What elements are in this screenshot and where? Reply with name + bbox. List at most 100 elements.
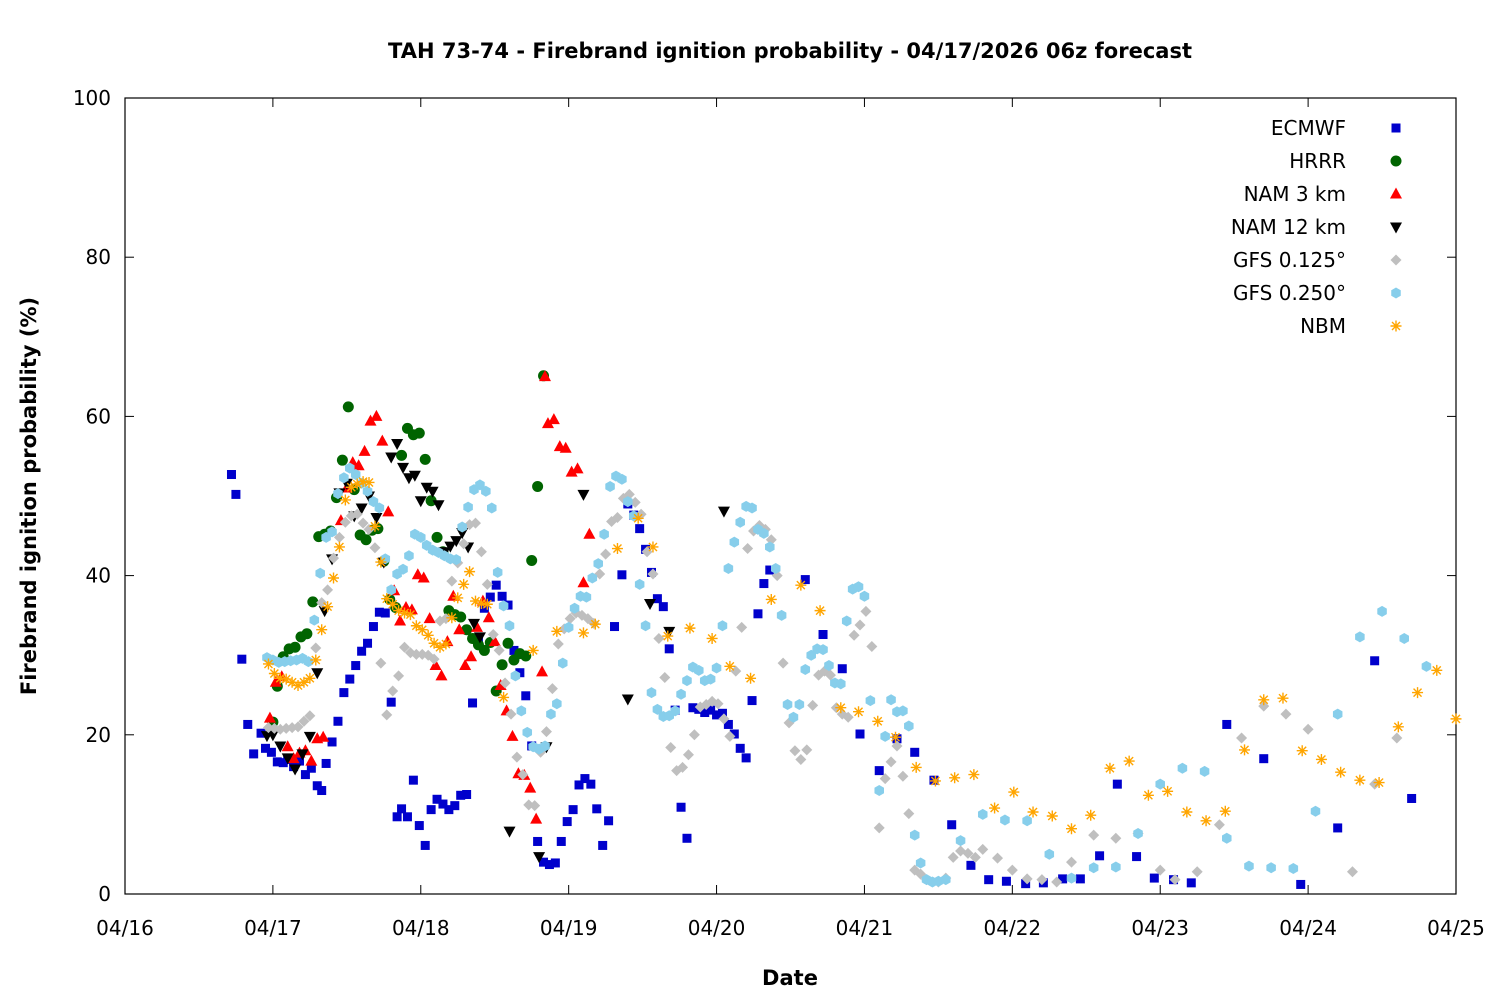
data-point	[1222, 719, 1232, 729]
data-point	[641, 546, 653, 558]
data-point	[1239, 744, 1251, 756]
data-point	[475, 479, 485, 491]
data-point	[1296, 879, 1306, 889]
data-point	[947, 851, 959, 863]
data-point	[268, 668, 280, 680]
data-point	[408, 775, 418, 785]
data-point	[517, 769, 529, 781]
data-point	[1006, 864, 1018, 876]
data-point	[312, 781, 322, 791]
data-point	[360, 534, 372, 546]
data-point	[712, 698, 724, 710]
data-point	[1277, 692, 1289, 704]
data-point	[295, 756, 305, 766]
data-point	[814, 605, 826, 617]
data-point	[581, 591, 592, 603]
data-point	[1354, 774, 1366, 786]
data-point	[1450, 713, 1462, 725]
data-point	[411, 568, 424, 580]
data-point	[1065, 856, 1077, 868]
data-point	[505, 708, 517, 720]
data-point	[647, 541, 659, 553]
data-point	[1001, 876, 1011, 886]
data-point	[853, 706, 865, 718]
data-point	[640, 620, 651, 632]
data-point	[1066, 872, 1077, 884]
data-point	[1104, 762, 1116, 774]
data-point	[339, 494, 351, 506]
data-point	[316, 624, 328, 636]
data-point	[333, 531, 345, 543]
data-point	[385, 452, 398, 464]
data-point	[469, 595, 481, 607]
data-point	[376, 434, 389, 446]
data-point	[1236, 732, 1248, 744]
data-point	[397, 804, 407, 814]
x-tick-label: 04/21	[836, 916, 894, 940]
data-point	[915, 857, 926, 869]
data-point	[1065, 823, 1077, 835]
data-point	[440, 638, 452, 650]
data-point	[322, 601, 334, 613]
data-point	[544, 860, 554, 870]
data-point	[530, 812, 543, 824]
data-point	[835, 702, 847, 714]
series-nam-12-km	[260, 438, 730, 864]
data-point	[292, 679, 304, 691]
data-point	[635, 524, 645, 534]
data-point	[369, 520, 381, 532]
data-point	[984, 875, 994, 885]
data-point	[929, 775, 941, 787]
data-point	[1021, 873, 1033, 885]
x-axis-label: Date	[762, 966, 818, 990]
data-point	[459, 659, 472, 671]
data-point	[444, 805, 454, 815]
data-point	[310, 642, 322, 654]
data-point	[432, 794, 442, 804]
data-point	[1302, 723, 1314, 735]
data-point	[468, 698, 478, 708]
data-point	[1095, 851, 1105, 861]
data-point	[434, 641, 446, 653]
data-point	[1370, 656, 1380, 666]
data-point	[564, 613, 576, 625]
data-point	[1112, 779, 1122, 789]
data-point	[568, 805, 578, 815]
data-point	[724, 730, 736, 742]
data-point	[589, 618, 601, 630]
data-point	[652, 703, 663, 715]
data-point	[355, 503, 368, 515]
data-point	[1288, 863, 1299, 875]
data-point	[1044, 848, 1055, 860]
data-point	[658, 602, 668, 612]
data-point	[450, 801, 460, 811]
data-point	[874, 785, 884, 797]
data-point	[368, 622, 378, 632]
data-point	[684, 622, 696, 634]
data-point	[880, 730, 890, 742]
data-point	[1280, 708, 1292, 720]
data-point	[571, 462, 584, 474]
data-point	[1000, 814, 1010, 826]
data-point	[717, 708, 727, 718]
data-point	[368, 496, 379, 508]
data-point	[1213, 819, 1225, 831]
data-point	[374, 607, 384, 617]
data-point	[611, 543, 623, 555]
data-point	[1169, 874, 1181, 886]
data-point	[909, 829, 920, 841]
data-point	[1075, 874, 1085, 884]
data-point	[414, 821, 424, 831]
data-point	[824, 669, 836, 681]
data-point	[298, 676, 310, 688]
data-point	[676, 688, 686, 700]
data-point	[369, 542, 381, 554]
data-point	[933, 875, 944, 887]
data-point	[529, 800, 541, 812]
data-point	[478, 644, 490, 656]
data-point	[287, 752, 300, 764]
data-point	[688, 729, 700, 741]
data-point	[499, 677, 511, 689]
y-axis-label: Firebrand ignition probability (%)	[17, 297, 41, 695]
data-point	[610, 622, 620, 632]
